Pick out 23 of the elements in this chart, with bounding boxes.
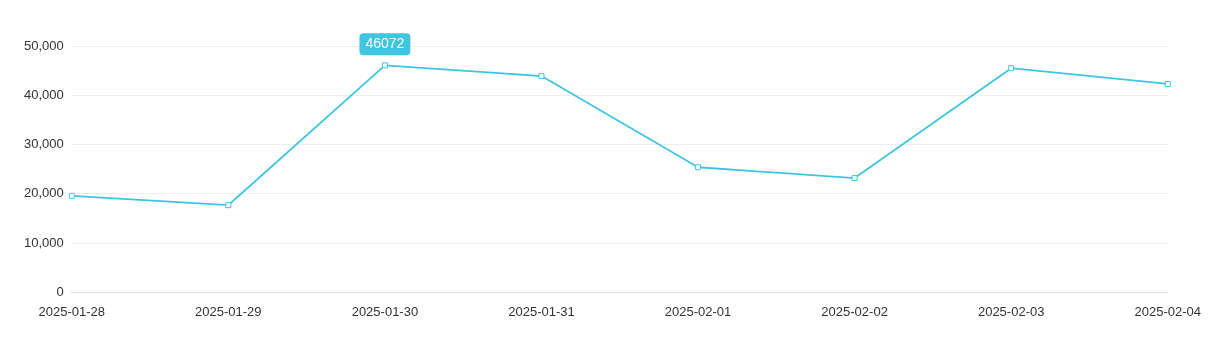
point xyxy=(381,62,388,69)
x-tick-label: 2025-02-01 xyxy=(664,303,732,319)
point xyxy=(851,175,858,182)
x-tick-label: 2025-02-04 xyxy=(1134,303,1201,319)
x-tick-label: 2025-01-30 xyxy=(351,303,419,319)
x-tick-label: 2025-01-31 xyxy=(508,303,575,319)
y-tick-label: 0 xyxy=(56,283,64,299)
y-tick-label: 50,000 xyxy=(24,37,64,53)
y-tick-label: 40,000 xyxy=(24,86,64,102)
x-tick-label: 2025-01-29 xyxy=(195,303,262,319)
x-tick-label: 2025-02-03 xyxy=(977,303,1045,319)
annotation: 46072 xyxy=(365,35,405,52)
point xyxy=(695,164,702,171)
x-tick-label: 2025-02-02 xyxy=(821,303,888,319)
y-tick-label: 10,000 xyxy=(24,234,64,250)
y-tick-label: 20,000 xyxy=(24,185,64,201)
y-tick-label: 30,000 xyxy=(24,136,64,152)
point xyxy=(68,192,75,199)
x-tick-label: 2025-01-28 xyxy=(38,303,106,319)
point xyxy=(538,73,545,80)
point xyxy=(1008,65,1015,72)
point xyxy=(225,202,232,209)
point xyxy=(1164,80,1171,87)
